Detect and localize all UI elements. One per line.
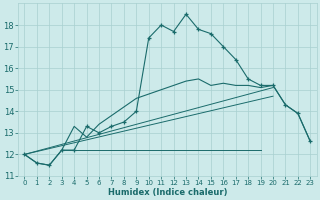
X-axis label: Humidex (Indice chaleur): Humidex (Indice chaleur) <box>108 188 227 197</box>
